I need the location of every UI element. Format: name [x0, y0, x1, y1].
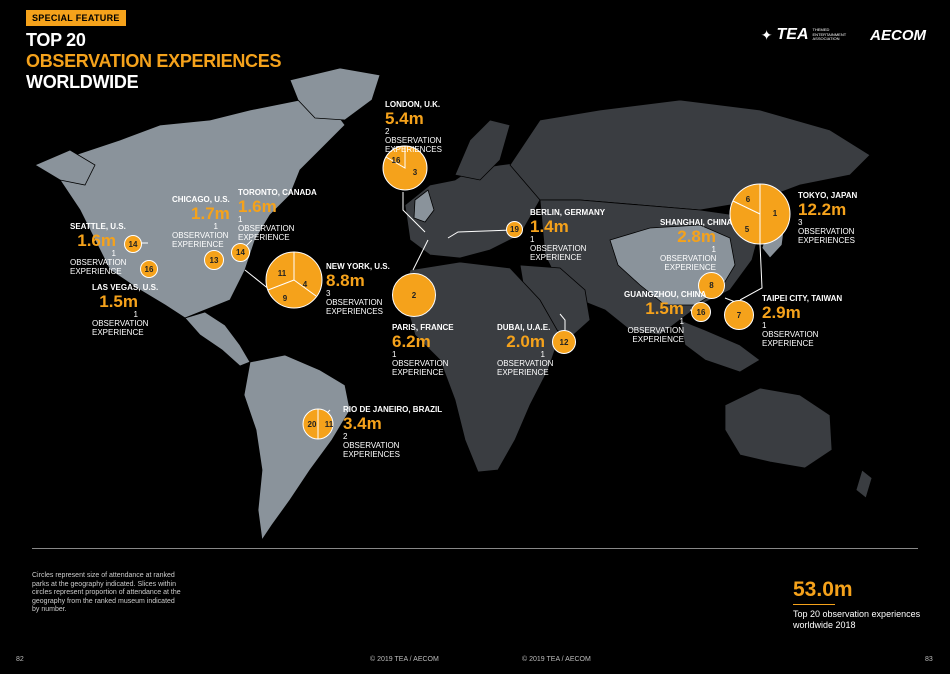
- page-number-right: 83: [925, 656, 933, 663]
- tokyo-rank-1: 6: [745, 194, 751, 204]
- label-dubai: DUBAI, U.A.E. 2.0m 1 OBSERVATION EXPERIE…: [497, 323, 554, 377]
- divider: [32, 548, 918, 549]
- rio-rank-1: 20: [307, 419, 317, 429]
- label-paris: PARIS, FRANCE 6.2m 1 OBSERVATION EXPERIE…: [392, 323, 454, 377]
- page-title: TOP 20 OBSERVATION EXPERIENCES WORLDWIDE: [26, 30, 281, 93]
- label-berlin: BERLIN, GERMANY 1.4m 1 OBSERVATION EXPER…: [530, 208, 606, 262]
- tokyo-rank-3: 5: [744, 224, 750, 234]
- tea-star-icon: ✦: [760, 26, 773, 43]
- chicago-circle: 13: [204, 250, 224, 270]
- title-line-3: WORLDWIDE: [26, 72, 139, 92]
- title-line-1: TOP 20: [26, 30, 86, 50]
- guangzhou-circle: 16: [691, 302, 711, 322]
- total-caption: Top 20 observation experiences worldwide…: [793, 609, 921, 630]
- taipei-circle: 7: [724, 300, 754, 330]
- newyork-rank-1: 11: [277, 268, 287, 278]
- copyright-right: © 2019 TEA / AECOM: [522, 656, 591, 663]
- title-line-2: OBSERVATION EXPERIENCES: [26, 51, 282, 71]
- central-america-shape: [184, 311, 251, 367]
- label-tokyo: TOKYO, JAPAN 12.2m 3 OBSERVATION EXPERIE…: [798, 191, 858, 245]
- paris-circle: 2: [392, 273, 436, 317]
- africa-shape: [404, 261, 561, 473]
- legend-note: Circles represent size of attendance at …: [32, 572, 181, 613]
- leader-line-tokyo: [739, 243, 763, 301]
- scandinavia-shape: [454, 119, 511, 181]
- label-london: LONDON, U.K. 5.4m 2 OBSERVATION EXPERIEN…: [385, 100, 442, 154]
- tea-logo: ✦ TEA THEMED ENTERTAINMENT ASSOCIATION: [761, 26, 846, 44]
- page-number-left: 82: [16, 656, 24, 663]
- pie-tokyo: [729, 183, 791, 245]
- leader-line-newyork: [244, 269, 271, 291]
- uk-shape: [413, 189, 435, 223]
- tokyo-rank-2: 1: [772, 208, 778, 218]
- label-toronto: TORONTO, CANADA 1.6m 1 OBSERVATION EXPER…: [238, 188, 317, 242]
- leader-line-berlin: [447, 229, 515, 239]
- total-block: 53.0m Top 20 observation experiences wor…: [793, 578, 923, 631]
- new-zealand-shape: [855, 469, 873, 499]
- label-lasvegas: LAS VEGAS, U.S. 1.5m 1 OBSERVATION EXPER…: [92, 283, 159, 337]
- shanghai-circle: 8: [698, 272, 725, 299]
- tea-logo-subtext: THEMED ENTERTAINMENT ASSOCIATION: [812, 27, 847, 42]
- label-newyork: NEW YORK, U.S. 8.8m 3 OBSERVATION EXPERI…: [326, 262, 390, 316]
- alaska-shape: [34, 149, 96, 186]
- south-america-shape: [243, 354, 351, 542]
- leader-line-london: [402, 192, 426, 233]
- logos: ✦ TEA THEMED ENTERTAINMENT ASSOCIATION AEC…: [761, 26, 926, 44]
- lasvegas-circle: 16: [140, 260, 158, 278]
- pie-newyork: [265, 251, 323, 309]
- pie-rio: [302, 408, 334, 440]
- total-value: 53.0m: [793, 578, 853, 601]
- newyork-rank-3: 9: [282, 293, 288, 303]
- label-taipei: TAIPEI CITY, TAIWAN 2.9m 1 OBSERVATION E…: [762, 294, 843, 348]
- seattle-circle: 14: [124, 235, 142, 253]
- rio-rank-2: 11: [324, 419, 334, 429]
- se-asia-shape: [679, 319, 761, 373]
- label-rio: RIO DE JANEIRO, BRAZIL 3.4m 2 OBSERVATIO…: [343, 405, 443, 459]
- label-seattle: SEATTLE, U.S. 1.6m 1 OBSERVATION EXPERIE…: [70, 222, 127, 276]
- north-america-shape: [59, 99, 346, 319]
- toronto-circle: 14: [231, 243, 250, 262]
- tea-logo-text: TEA: [776, 26, 809, 43]
- london-rank-1: 16: [391, 155, 401, 165]
- leader-line-paris: [412, 239, 429, 271]
- copyright-left: © 2019 TEA / AECOM: [370, 656, 439, 663]
- australia-shape: [724, 387, 833, 469]
- label-chicago: CHICAGO, U.S. 1.7m 1 OBSERVATION EXPERIE…: [172, 195, 230, 249]
- total-underline: [793, 604, 835, 605]
- dubai-circle: 12: [552, 330, 576, 354]
- pie-london: [382, 145, 428, 191]
- aecom-logo: AECOM: [870, 26, 926, 44]
- special-feature-badge: SPECIAL FEATURE: [26, 10, 126, 26]
- newyork-rank-2: 4: [302, 279, 308, 289]
- greenland-shape: [289, 67, 381, 121]
- london-rank-2: 3: [412, 167, 418, 177]
- label-shanghai: SHANGHAI, CHINA 2.8m 1 OBSERVATION EXPER…: [660, 218, 733, 272]
- berlin-circle: 19: [506, 221, 523, 238]
- label-guangzhou: GUANGZHOU, CHINA 1.5m 1 OBSERVATION EXPE…: [624, 290, 707, 344]
